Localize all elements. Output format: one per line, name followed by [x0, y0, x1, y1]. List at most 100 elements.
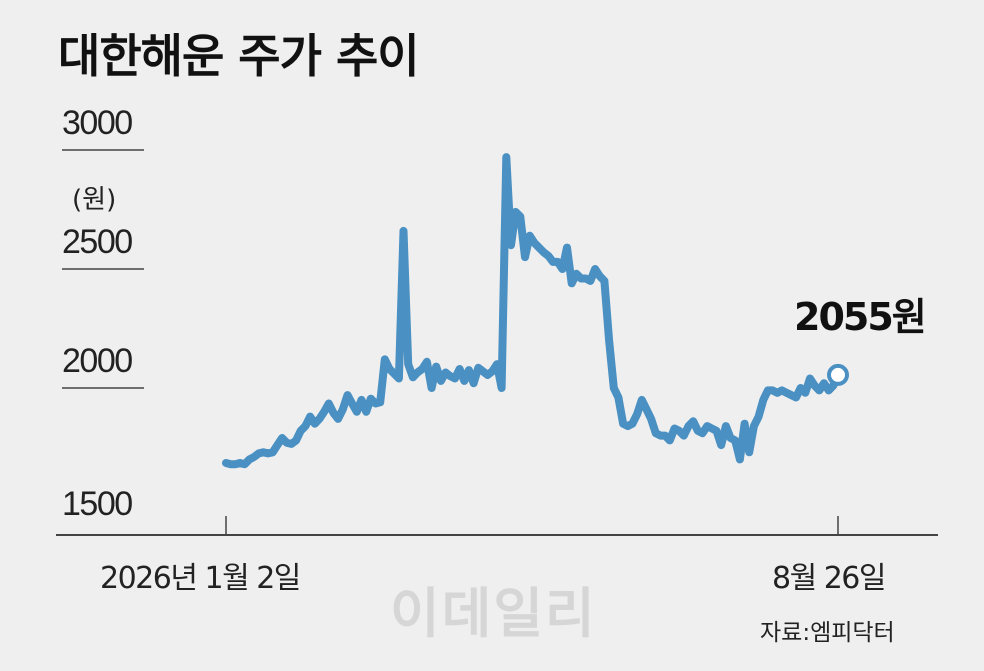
data-point [253, 456, 255, 458]
data-point [468, 369, 470, 371]
data-point [678, 430, 680, 432]
data-point [631, 423, 633, 425]
data-point [309, 416, 311, 418]
data-point [529, 235, 531, 237]
data-point [351, 402, 353, 404]
data-point [426, 361, 428, 363]
data-point [510, 244, 512, 246]
data-point [393, 373, 395, 375]
data-point [706, 425, 708, 427]
data-point [566, 247, 568, 249]
data-point [818, 389, 820, 391]
data-point [762, 399, 764, 401]
data-point [571, 282, 573, 284]
y-tick-label: 1500 [62, 485, 132, 523]
data-point [491, 370, 493, 372]
chart-title: 대한해운 주가 추이 [58, 29, 420, 83]
data-point [645, 408, 647, 410]
y-unit-label: (원) [72, 185, 116, 215]
data-point [641, 399, 643, 401]
data-point [669, 439, 671, 441]
data-point [384, 358, 386, 360]
data-point [318, 418, 320, 420]
data-point [664, 435, 666, 437]
data-point [379, 401, 381, 403]
data-point [346, 394, 348, 396]
x-axis: 2026년 1월 2일 8월 26일 [100, 516, 887, 596]
data-point [758, 416, 760, 418]
data-point [505, 156, 507, 158]
data-point [543, 251, 545, 253]
data-point [636, 413, 638, 415]
data-point [515, 211, 517, 213]
data-point [300, 430, 302, 432]
data-point [627, 425, 629, 427]
data-point [501, 387, 503, 389]
data-point [734, 439, 736, 441]
data-point [711, 427, 713, 429]
data-point [304, 425, 306, 427]
data-point [800, 387, 802, 389]
data-point [809, 377, 811, 379]
data-point [482, 370, 484, 372]
data-point [767, 389, 769, 391]
data-point [360, 399, 362, 401]
data-point [356, 411, 358, 413]
data-point [795, 397, 797, 399]
y-tick-label: 2000 [62, 342, 132, 380]
data-point [337, 418, 339, 420]
data-point [412, 376, 414, 378]
data-point [823, 382, 825, 384]
data-point [650, 418, 652, 420]
data-point [239, 462, 241, 464]
data-point [258, 452, 260, 454]
data-point [244, 463, 246, 465]
data-point [781, 389, 783, 391]
data-point [547, 255, 549, 257]
data-point [804, 392, 806, 394]
data-point [692, 420, 694, 422]
y-tick-label: 3000 [62, 104, 132, 142]
data-point [286, 442, 288, 444]
data-point [389, 368, 391, 370]
data-point [533, 242, 535, 244]
x-tick-label: 8월 26일 [772, 561, 885, 596]
data-point [702, 432, 704, 434]
data-point [524, 256, 526, 258]
data-point [688, 425, 690, 427]
end-value-label: 2055원 [794, 295, 925, 339]
series-line [222, 153, 842, 469]
data-point [603, 280, 605, 282]
data-point [477, 367, 479, 369]
data-point [552, 261, 554, 263]
data-point [772, 389, 774, 391]
data-point [431, 387, 433, 389]
data-point [594, 268, 596, 270]
data-point [440, 380, 442, 382]
data-point [622, 423, 624, 425]
data-point [613, 387, 615, 389]
data-point [234, 463, 236, 465]
data-point [374, 402, 376, 404]
data-point [739, 458, 741, 460]
data-point [370, 398, 372, 400]
data-point [753, 425, 755, 427]
data-point [580, 278, 582, 280]
data-point [589, 280, 591, 282]
data-point [748, 451, 750, 453]
data-point [608, 339, 610, 341]
data-point [496, 363, 498, 365]
data-point [683, 435, 685, 437]
data-point [323, 411, 325, 413]
data-point [473, 382, 475, 384]
data-point [561, 268, 563, 270]
data-point [519, 216, 521, 218]
data-points [225, 156, 839, 465]
data-point [585, 278, 587, 280]
data-point [225, 462, 227, 464]
data-point [290, 443, 292, 445]
end-point-marker [827, 363, 849, 386]
data-point [281, 437, 283, 439]
source-label: 자료:엠피닥터 [760, 620, 895, 646]
